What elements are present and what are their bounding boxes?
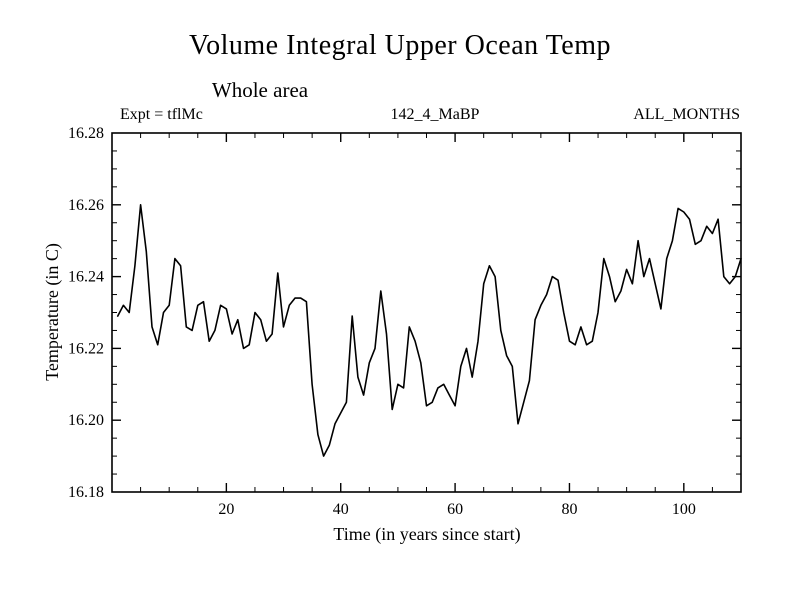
x-axis-label: Time (in years since start)	[333, 524, 520, 545]
temperature-series-line	[116, 204, 742, 457]
plot-frame	[111, 132, 742, 493]
plot-generated: 20 40 60 80 100 16.18 16.20 16.22 16.24 16.26 16.2…	[68, 125, 742, 518]
y-tick-label: 16.24	[68, 269, 104, 286]
x-tick-label: 20	[218, 501, 234, 518]
chart-title: Volume Integral Upper Ocean Temp	[189, 30, 611, 61]
x-tick-label: 40	[333, 501, 349, 518]
experiment-label: Expt = tflMc	[120, 106, 203, 123]
chart-subtitle: Whole area	[211, 78, 309, 102]
x-tick-label: 80	[561, 501, 577, 518]
run-label: 142_4_MaBP	[390, 106, 480, 123]
x-tick-label: 100	[672, 501, 696, 518]
y-tick-label: 16.22	[68, 340, 104, 357]
y-axis-label: Temperature (in C)	[42, 243, 63, 381]
x-tick-label: 60	[447, 501, 463, 518]
y-tick-label: 16.28	[68, 125, 104, 142]
y-tick-label: 16.20	[68, 412, 104, 429]
y-tick-label: 16.26	[68, 197, 104, 214]
months-label: ALL_MONTHS	[633, 106, 740, 123]
y-tick-label: 16.18	[68, 484, 104, 501]
